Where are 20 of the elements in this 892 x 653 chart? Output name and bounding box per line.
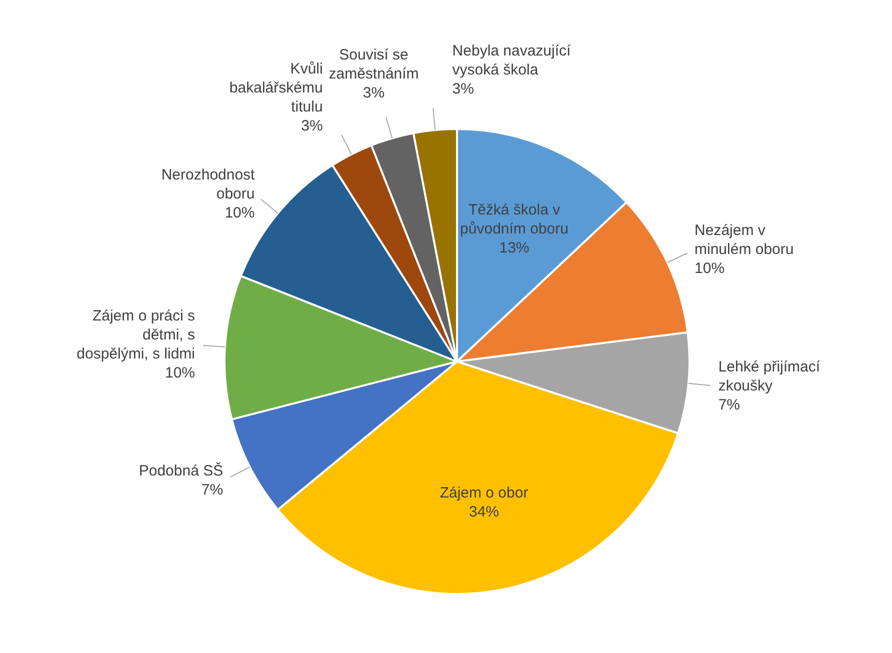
data-label: 13%	[499, 239, 530, 256]
slice-label: Nezájem v minulém oboru	[694, 222, 794, 258]
slice-label: Podobná SŠ	[138, 461, 224, 480]
slice-label: Kvůli bakalářskému titulu	[229, 60, 323, 116]
data-label: 34%	[468, 504, 500, 521]
data-label: 3%	[362, 84, 385, 102]
slice-label: Těžká škola v původním oboru	[460, 201, 568, 238]
data-label: 10%	[224, 204, 255, 222]
slice-label: Nebyla navazující vysoká škola	[452, 42, 572, 78]
data-label: 7%	[718, 396, 740, 414]
slice-label: Zájem o obor	[440, 484, 528, 502]
data-label: 3%	[452, 80, 474, 98]
data-label: 3%	[301, 117, 323, 134]
slice-label: Souvisí se zaměstnáním	[328, 46, 419, 83]
slice-label: Lehké přijímací zkoušky	[718, 358, 821, 394]
slice-label: Zájem o práci s dětmi, s dospělými, s lidmi	[76, 308, 196, 363]
data-label: 7%	[201, 481, 224, 498]
data-label: 10%	[164, 364, 196, 382]
data-label: 10%	[694, 260, 725, 277]
slice-label: Nerozhodnost oboru	[161, 166, 256, 202]
